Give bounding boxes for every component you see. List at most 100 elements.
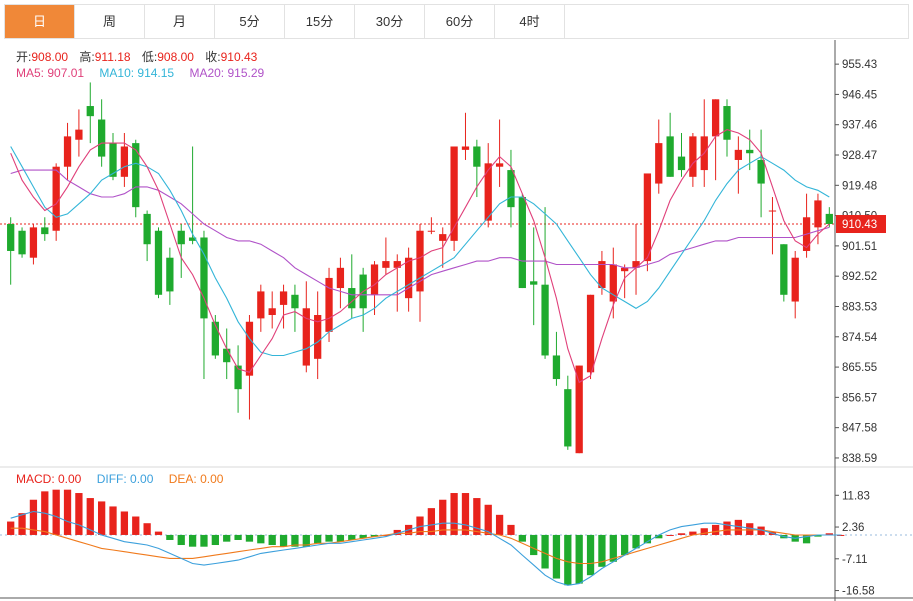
macd-bar: [154, 531, 163, 535]
low-value: 908.00: [157, 50, 194, 64]
macd-bar: [564, 534, 572, 586]
candle-body: [711, 99, 720, 137]
macd-bar: [746, 523, 754, 535]
price-tick-label: 874.54: [842, 332, 878, 344]
candle-body: [348, 288, 356, 309]
candle-body: [188, 237, 197, 241]
candle-body: [746, 149, 754, 154]
candle-body: [52, 166, 60, 231]
macd-bar: [223, 534, 231, 542]
macd-bar: [666, 534, 674, 536]
macd-bar: [370, 534, 379, 537]
candle-body: [86, 106, 94, 117]
macd-bar: [632, 534, 640, 549]
macd-bar: [257, 534, 265, 544]
macd-tick-label: -7.11: [842, 554, 867, 566]
price-tick-label: 847.58: [842, 423, 877, 435]
macd-bar: [177, 534, 185, 546]
candle-body: [757, 159, 765, 184]
tab-day[interactable]: 日: [5, 5, 75, 38]
macd-bar: [109, 506, 117, 535]
macd-bar: [643, 534, 652, 544]
macd-bar: [507, 524, 515, 535]
candle-body: [336, 267, 345, 289]
candle-body: [143, 213, 151, 245]
tab-60min[interactable]: 60分: [425, 5, 495, 38]
candle-body: [598, 261, 606, 289]
macd-bar: [291, 534, 299, 547]
macd-bar: [586, 534, 595, 576]
tab-30min[interactable]: 30分: [355, 5, 425, 38]
macd-bar: [427, 508, 436, 535]
candle-body: [268, 308, 276, 316]
candle-body: [325, 277, 333, 332]
close-label: 收:: [205, 50, 221, 64]
ma5-legend: MA5: 907.01: [16, 66, 85, 80]
candle-body: [734, 149, 742, 160]
candle-body: [814, 200, 822, 228]
high-label: 高:: [79, 50, 95, 64]
macd-bar: [234, 534, 242, 540]
open-label: 开:: [16, 50, 32, 64]
price-tick-label: 856.57: [842, 392, 877, 404]
candle-body: [29, 227, 38, 258]
macd-bar: [302, 534, 310, 547]
ohlc-legend: 开:908.00 高:911.18 低:908.00 收:910.43: [16, 48, 265, 65]
ma10-legend: MA10: 914.15: [99, 66, 175, 80]
candle-body: [427, 230, 436, 232]
macd-bar: [7, 521, 15, 535]
candle-body: [461, 146, 470, 150]
candle-body: [132, 143, 140, 208]
macd-tick-label: 2.36: [842, 522, 864, 534]
candle-body: [552, 355, 561, 380]
candle-body: [63, 136, 72, 167]
candle-body: [120, 146, 129, 177]
price-tick-label: 883.53: [842, 301, 877, 313]
tab-4hour[interactable]: 4时: [495, 5, 565, 38]
macd-bar: [518, 534, 526, 542]
candle-body: [41, 227, 49, 235]
diff-line: [10, 510, 841, 586]
macd-bar: [450, 493, 458, 535]
tab-week[interactable]: 周: [75, 5, 145, 38]
high-value: 911.18: [94, 50, 131, 64]
macd-bar: [359, 534, 367, 539]
macd-bar: [825, 533, 833, 535]
candle-body: [791, 257, 799, 302]
macd-bar: [530, 534, 538, 556]
macd-bar: [268, 534, 276, 546]
macd-bar: [348, 534, 356, 540]
candle-body: [245, 321, 254, 376]
macd-bar: [575, 534, 583, 584]
candle-body: [825, 213, 833, 225]
candle-body: [689, 136, 697, 177]
macd-bar: [325, 534, 333, 542]
candle-body: [473, 146, 481, 167]
tab-15min[interactable]: 15分: [285, 5, 355, 38]
candle-body: [370, 264, 379, 295]
tab-5min[interactable]: 5分: [215, 5, 285, 38]
candle-body: [439, 234, 447, 241]
macd-bar: [814, 534, 822, 537]
period-tabs: 日 周 月 5分 15分 30分 60分 4时: [4, 4, 909, 39]
last-price-tag: [836, 215, 886, 234]
macd-bar: [75, 493, 83, 535]
candle-body: [655, 143, 663, 184]
candle-body: [677, 156, 686, 171]
candle-body: [177, 230, 185, 245]
tab-month[interactable]: 月: [145, 5, 215, 38]
candle-body: [7, 224, 15, 251]
macd-bar: [63, 489, 72, 535]
macd-bar: [689, 531, 697, 535]
macd-bar: [29, 499, 38, 535]
candle-body: [530, 281, 538, 285]
dea-value: DEA: 0.00: [168, 472, 224, 486]
macd-bar: [609, 534, 617, 562]
candle-body: [643, 173, 652, 262]
candle-body: [393, 261, 401, 268]
ma20-line: [10, 169, 830, 296]
macd-bar: [279, 534, 288, 547]
price-tick-label: 928.47: [842, 150, 877, 162]
candle-body: [666, 136, 674, 177]
